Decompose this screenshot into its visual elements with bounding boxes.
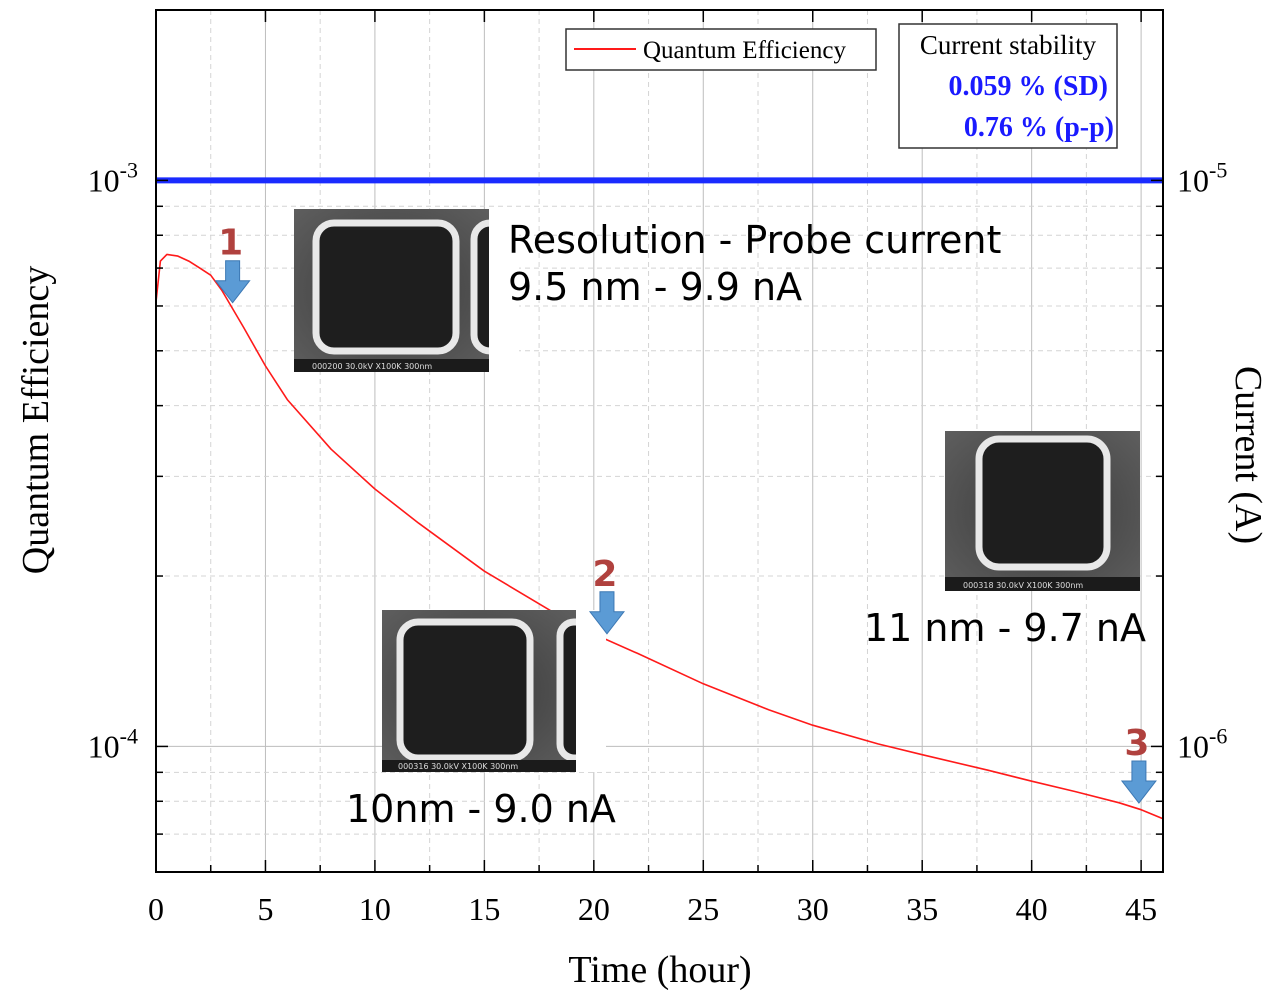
x-tick-label: 45 bbox=[1125, 891, 1157, 927]
x-tick-label: 15 bbox=[468, 891, 500, 927]
x-tick-label: 30 bbox=[797, 891, 829, 927]
marker-arrow-2 bbox=[588, 591, 625, 635]
sem-image-3: 000316 30.0kV X100K 300nm bbox=[382, 610, 606, 772]
caption-3: 10nm - 9.0 nA bbox=[346, 787, 616, 831]
marker-arrow-1 bbox=[214, 260, 251, 304]
marker-label-2: 2 bbox=[592, 554, 617, 595]
y-axis-label-right: Current (A) bbox=[1227, 366, 1269, 544]
x-tick-label: 5 bbox=[257, 891, 273, 927]
sem-image-1-footer: 000200 30.0kV X100K 300nm bbox=[312, 362, 432, 371]
stability-pp: 0.76 % (p-p) bbox=[964, 112, 1114, 143]
series-line-quantum-efficiency bbox=[155, 253, 1164, 820]
current-stability-box: Current stability 0.059 % (SD) 0.76 % (p… bbox=[898, 23, 1118, 149]
markers: 1 2 3 bbox=[214, 223, 1157, 804]
marker-label-1: 1 bbox=[218, 223, 243, 264]
sem-image-2: 000318 30.0kV X100K 300nm bbox=[945, 431, 1140, 591]
caption-1: 9.5 nm - 9.9 nA bbox=[508, 265, 802, 309]
stability-sd: 0.059 % (SD) bbox=[949, 71, 1108, 102]
x-tick-label: 25 bbox=[687, 891, 719, 927]
sem-image-1: 000200 30.0kV X100K 300nm bbox=[294, 209, 519, 372]
y-tick-label-right: 10-5 bbox=[1177, 157, 1227, 198]
x-tick-label: 35 bbox=[906, 891, 938, 927]
stability-title: Current stability bbox=[920, 30, 1097, 60]
y-axis-label-left: Quantum Efficiency bbox=[15, 266, 57, 574]
x-tick-label: 10 bbox=[359, 891, 391, 927]
series-layer bbox=[155, 177, 1164, 820]
stability-box-frame bbox=[898, 23, 1118, 149]
y-tick-label-left: 10-4 bbox=[88, 723, 138, 764]
caption-2: 11 nm - 9.7 nA bbox=[864, 606, 1146, 650]
plot-frame-rect bbox=[155, 9, 1164, 873]
legend-label-quantum-efficiency: Quantum Efficiency bbox=[643, 37, 846, 64]
plot-frame bbox=[155, 9, 1164, 873]
sem-image-3-footer: 000316 30.0kV X100K 300nm bbox=[398, 762, 518, 771]
x-tick-label: 0 bbox=[148, 891, 164, 927]
x-axis-label: Time (hour) bbox=[568, 949, 751, 991]
x-tick-label: 40 bbox=[1016, 891, 1048, 927]
x-tick-label: 20 bbox=[578, 891, 610, 927]
y-tick-label-right: 10-6 bbox=[1177, 723, 1227, 764]
y-tick-label-left: 10-3 bbox=[88, 157, 138, 198]
marker-arrow-3 bbox=[1120, 760, 1157, 804]
marker-label-3: 3 bbox=[1124, 723, 1149, 764]
legend: Quantum Efficiency bbox=[565, 28, 877, 71]
sem-image-2-footer: 000318 30.0kV X100K 300nm bbox=[963, 581, 1083, 590]
resolution-header: Resolution - Probe current bbox=[508, 218, 1001, 262]
axis-ticks: 0 5 10 15 20 25 30 35 40 45 10-4 10-3 10-6 10-5 bbox=[88, 10, 1227, 927]
